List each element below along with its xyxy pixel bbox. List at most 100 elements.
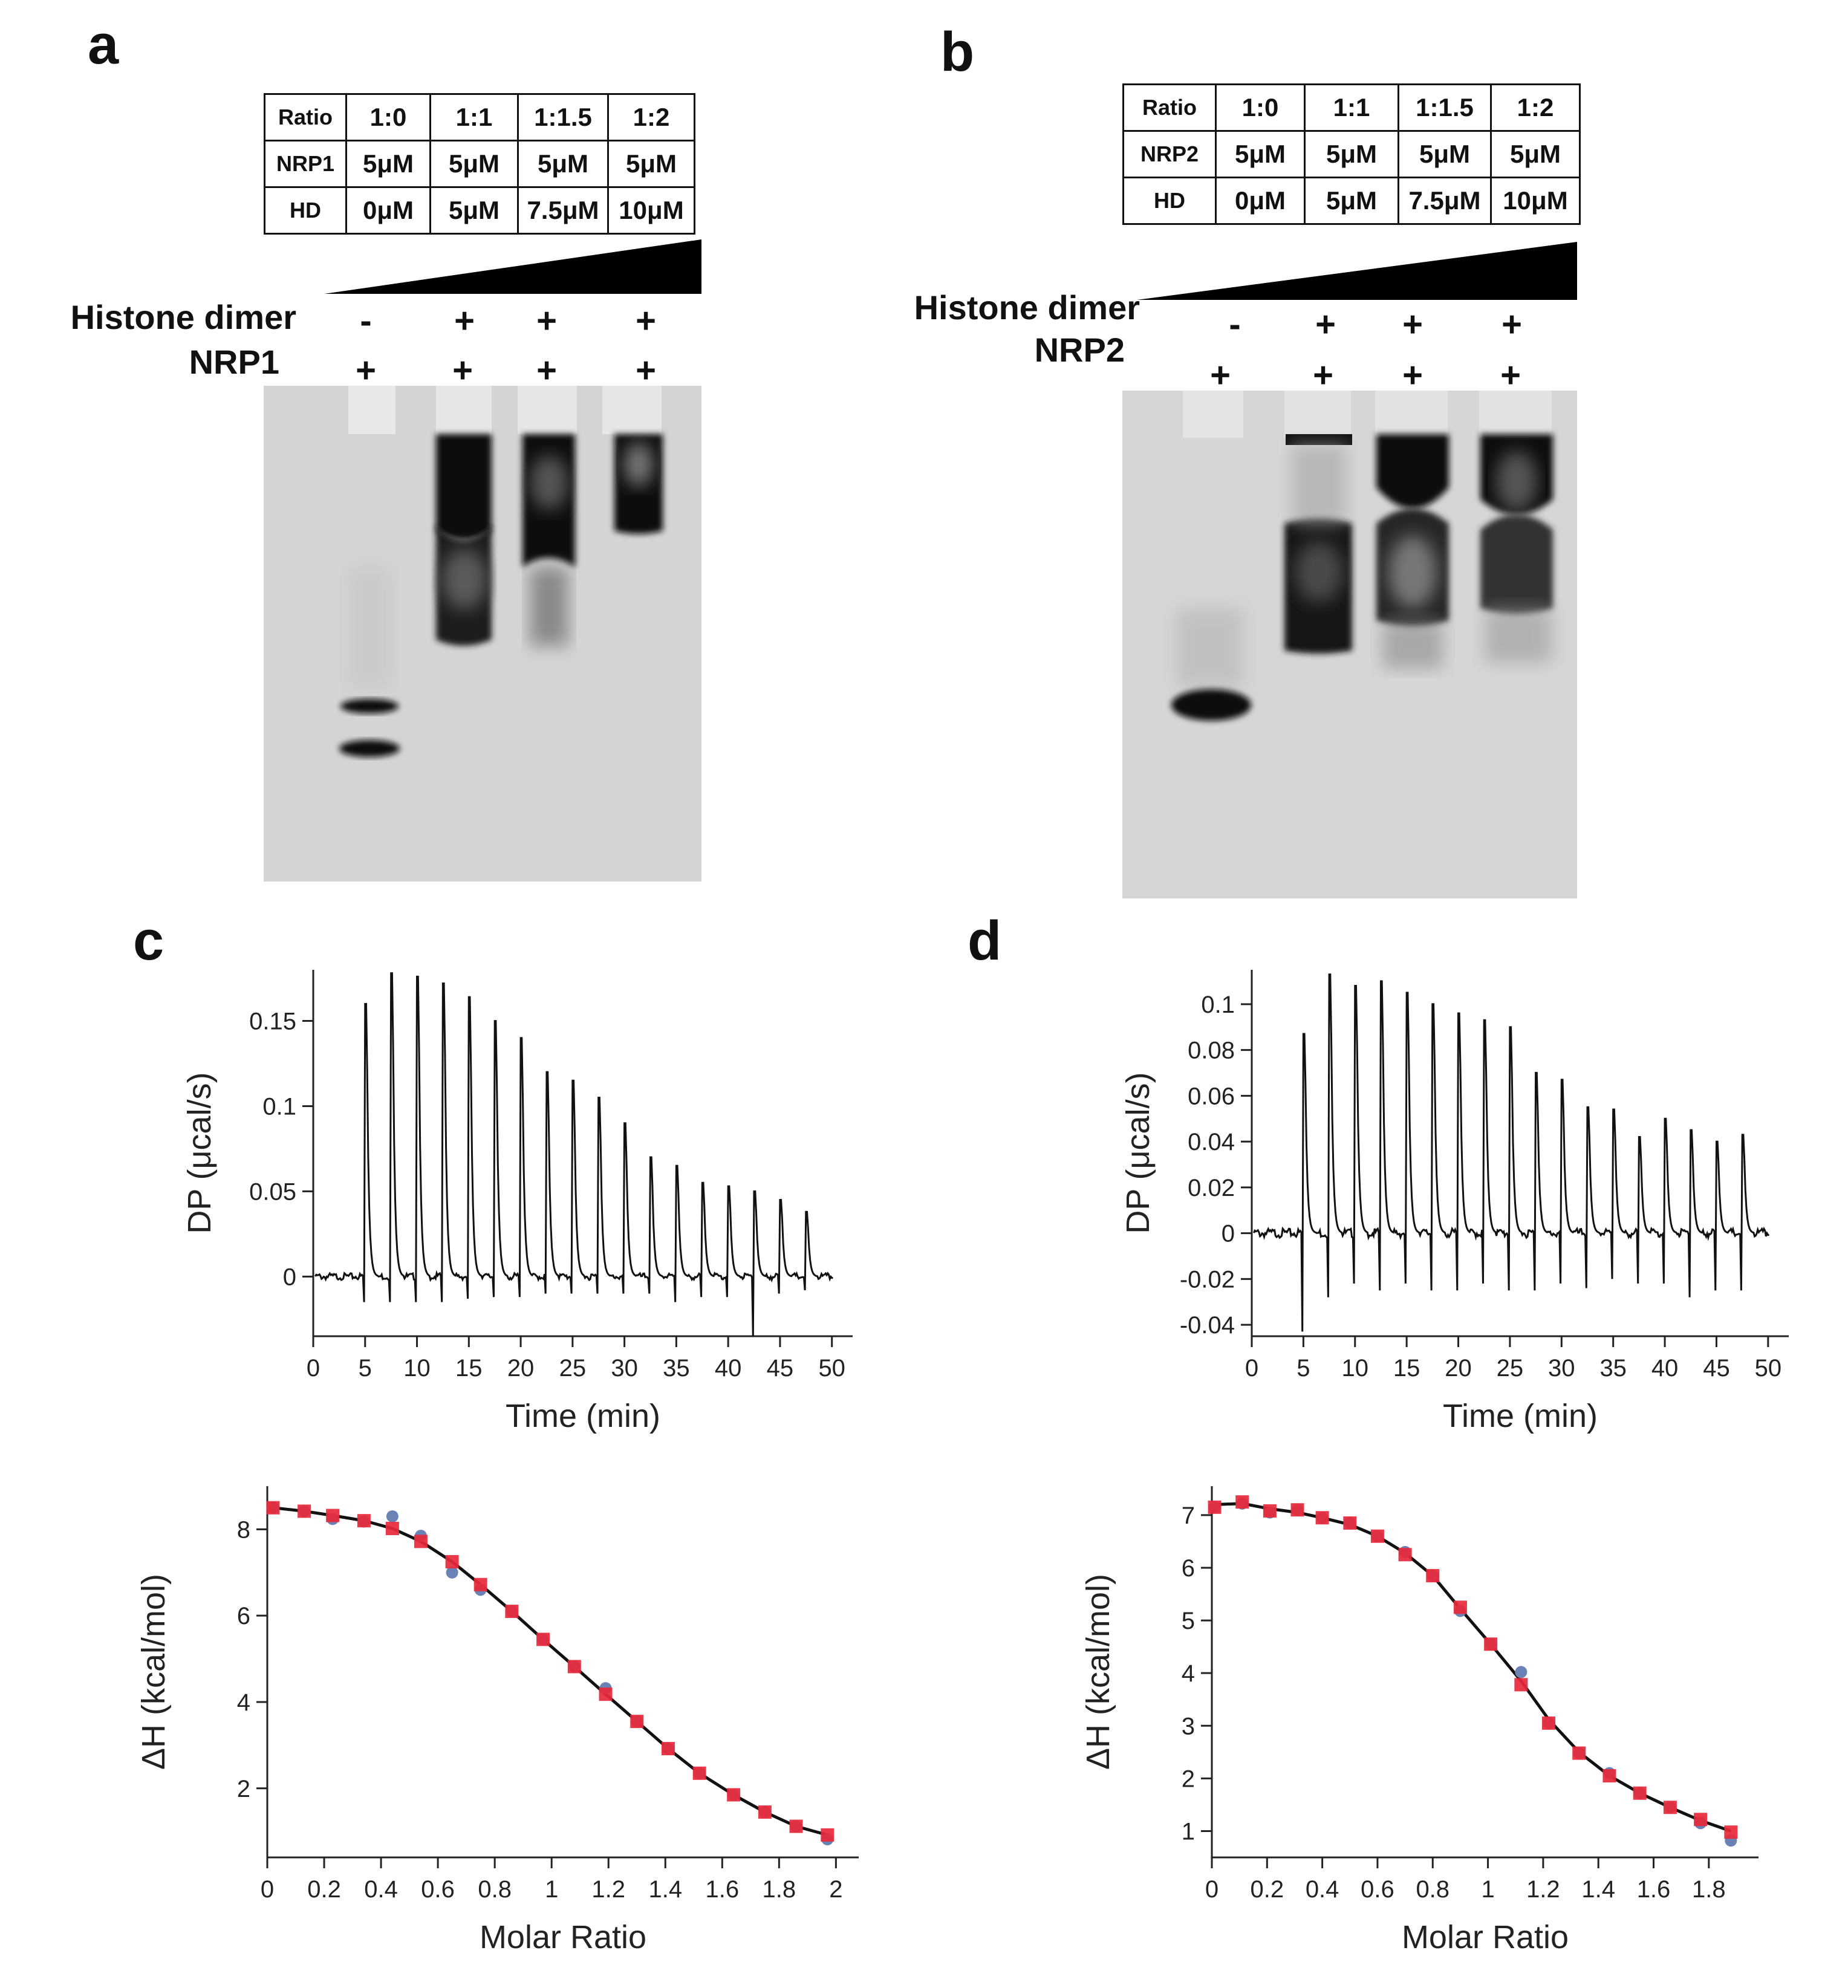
histone-sign-a-3: + (536, 301, 557, 340)
table-cell: 5μM (429, 140, 519, 188)
c-thermogram-trace (314, 972, 833, 1337)
data-point-square (692, 1766, 706, 1780)
y-tick-label: 0.08 (1188, 1038, 1235, 1064)
table-cell: 1:2 (1490, 83, 1581, 132)
x-tick-label: 0.2 (1251, 1876, 1284, 1903)
data-point-square (727, 1788, 741, 1802)
table-cell: NRP1 (264, 140, 347, 188)
x-axis-label: Molar Ratio (480, 1919, 646, 1955)
y-tick-label: 0.15 (249, 1009, 296, 1035)
data-point-square (758, 1805, 772, 1819)
y-tick-label: 0.05 (249, 1178, 296, 1205)
x-tick-label: 15 (1393, 1355, 1420, 1382)
table-row: Ratio 1:0 1:1 1:1.5 1:2 (1122, 83, 1581, 132)
data-point-square (1572, 1746, 1586, 1760)
data-point-square (1694, 1813, 1708, 1827)
table-cell: 1:1 (1304, 83, 1399, 132)
panel-letter-c: c (133, 910, 164, 972)
histone-dimer-label-a: Histone dimer (70, 298, 296, 336)
table-row: HD 0μM 5μM 7.5μM 10μM (1122, 177, 1581, 225)
data-point-square (1235, 1495, 1249, 1509)
data-point-square (789, 1819, 803, 1833)
table-cell: 10μM (1490, 177, 1581, 225)
y-tick-label: 4 (237, 1689, 250, 1716)
x-tick-label: 1.6 (706, 1876, 740, 1903)
y-tick-label: -0.02 (1180, 1266, 1235, 1293)
y-tick-label: 3 (1182, 1713, 1195, 1740)
data-point-square (414, 1535, 428, 1548)
d-thermogram-axes: 0 5 10 15 20 25 30 35 40 45 50 -0.04 -0.02 0 0.02 0.04 0… (1120, 970, 1789, 1434)
histone-sign-a-2: + (454, 301, 475, 340)
gel-image-a (264, 386, 701, 882)
table-cell: 5μM (1215, 130, 1306, 178)
gel-image-b (1122, 391, 1577, 898)
table-cell: NRP2 (1122, 130, 1217, 178)
histone-sign-a-1: - (360, 301, 372, 340)
table-cell: Ratio (1122, 83, 1217, 132)
data-point-square (567, 1660, 581, 1674)
x-axis-label: Time (min) (1443, 1398, 1598, 1434)
protein-sign-a-3: + (536, 351, 557, 390)
x-tick-label: 1.8 (1692, 1876, 1726, 1903)
y-tick-label: 6 (1182, 1555, 1195, 1582)
table-cell: 5μM (1490, 130, 1581, 178)
x-tick-label: 1.8 (763, 1876, 796, 1903)
data-point-square (326, 1509, 340, 1522)
nrp2-label: NRP2 (1034, 331, 1125, 369)
c-isotherm-fit-line (273, 1506, 828, 1837)
table-cell: 1:1 (429, 93, 519, 141)
table-cell: 7.5μM (517, 186, 609, 235)
x-tick-label: 5 (359, 1355, 372, 1382)
x-tick-label: 20 (507, 1355, 535, 1382)
d-isotherm-axes: 0 0.2 0.4 0.6 0.8 1 1.2 1.4 1.6 1.8 1 2 3 4 5 6 7 Molar R… (1080, 1486, 1759, 1955)
x-tick-label: 0.2 (307, 1876, 341, 1903)
x-tick-label: 1.4 (1581, 1876, 1615, 1903)
table-cell: 5μM (1397, 130, 1492, 178)
protein-sign-a-2: + (452, 351, 473, 390)
data-point-square (1370, 1529, 1384, 1543)
table-row: Ratio 1:0 1:1 1:1.5 1:2 (264, 93, 695, 141)
table-cell: 5μM (517, 140, 609, 188)
table-cell: 5μM (1304, 177, 1399, 225)
histone-sign-a-4: + (636, 301, 656, 340)
histone-sign-b-3: + (1402, 305, 1423, 344)
data-point-square (661, 1742, 675, 1756)
y-tick-label: 2 (237, 1776, 250, 1802)
x-tick-label: 0.8 (1416, 1876, 1449, 1903)
y-tick-label: 0.1 (1201, 992, 1235, 1018)
y-tick-label: -0.04 (1180, 1312, 1235, 1339)
x-tick-label: 1 (545, 1876, 558, 1903)
table-cell: 1:1.5 (517, 93, 609, 141)
table-cell: 5μM (607, 140, 695, 188)
table-cell: 5μM (345, 140, 431, 188)
y-tick-label: 0.02 (1188, 1175, 1235, 1201)
data-point-square (630, 1715, 644, 1729)
condition-table-b: Ratio 1:0 1:1 1:1.5 1:2 NRP2 5μM 5μM 5μM… (1122, 83, 1581, 225)
y-tick-label: 0.04 (1188, 1129, 1235, 1155)
data-point-square (1426, 1569, 1440, 1583)
concentration-wedge-b (1137, 242, 1577, 300)
table-cell: Ratio (264, 93, 347, 141)
condition-table-a: Ratio 1:0 1:1 1:1.5 1:2 NRP1 5μM 5μM 5μM… (264, 93, 695, 235)
table-row: HD 0μM 5μM 7.5μM 10μM (264, 186, 695, 235)
data-point-square (821, 1828, 835, 1842)
protein-sign-b-4: + (1500, 356, 1521, 395)
y-tick-label: 0.1 (262, 1093, 296, 1120)
data-point-square (1542, 1716, 1556, 1730)
x-tick-label: 0.6 (1361, 1876, 1394, 1903)
nrp1-label: NRP1 (189, 343, 279, 381)
table-row: NRP1 5μM 5μM 5μM 5μM (264, 140, 695, 188)
table-cell: 5μM (1304, 130, 1399, 178)
data-point-square (385, 1521, 399, 1535)
data-point-square (1315, 1511, 1329, 1525)
x-tick-label: 10 (403, 1355, 431, 1382)
x-tick-label: 1.2 (591, 1876, 625, 1903)
y-tick-label: 7 (1182, 1502, 1195, 1529)
table-row: NRP2 5μM 5μM 5μM 5μM (1122, 130, 1581, 178)
protein-sign-b-3: + (1402, 356, 1423, 395)
table-cell: 1:0 (345, 93, 431, 141)
y-tick-label: 1 (1182, 1818, 1195, 1845)
y-axis-label: DP (μcal/s) (181, 1072, 218, 1233)
x-tick-label: 50 (818, 1355, 845, 1382)
